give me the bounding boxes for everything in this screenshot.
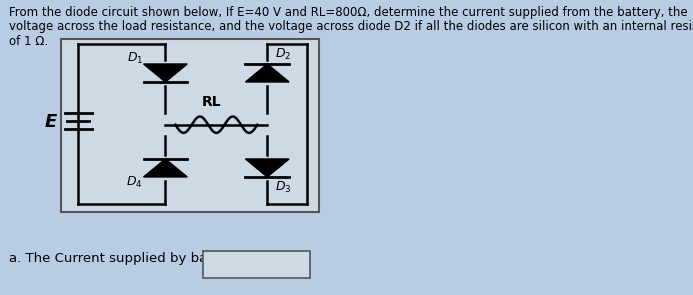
Text: of 1 Ω.: of 1 Ω. xyxy=(9,35,48,48)
Text: From the diode circuit shown below, If E=40 V and RL=800Ω, determine the current: From the diode circuit shown below, If E… xyxy=(9,6,687,19)
Text: $D_3$: $D_3$ xyxy=(274,179,291,194)
Text: $D_2$: $D_2$ xyxy=(274,46,291,62)
Text: $D_1$: $D_1$ xyxy=(127,51,143,66)
Bar xyxy=(61,39,319,212)
Text: voltage across the load resistance, and the voltage across diode D2 if all the d: voltage across the load resistance, and … xyxy=(9,20,693,33)
Text: E: E xyxy=(45,113,58,131)
Polygon shape xyxy=(143,159,187,177)
Text: a. The Current supplied by battery is: a. The Current supplied by battery is xyxy=(9,252,254,265)
Text: RL: RL xyxy=(202,95,221,109)
Polygon shape xyxy=(245,64,289,82)
Polygon shape xyxy=(245,159,289,177)
Bar xyxy=(202,251,310,278)
Polygon shape xyxy=(143,64,187,82)
Text: $D_4$: $D_4$ xyxy=(126,175,143,190)
